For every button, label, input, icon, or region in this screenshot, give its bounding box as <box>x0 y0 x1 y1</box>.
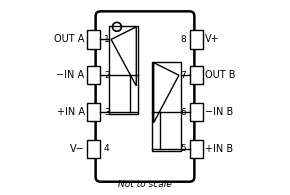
Text: OUT B: OUT B <box>205 70 236 80</box>
Text: 8: 8 <box>180 35 186 44</box>
Bar <box>87 66 100 84</box>
Text: 1: 1 <box>104 35 110 44</box>
Text: +IN A: +IN A <box>57 107 85 117</box>
Text: −IN B: −IN B <box>205 107 234 117</box>
Text: 7: 7 <box>180 71 186 80</box>
FancyBboxPatch shape <box>96 11 194 182</box>
Text: 2: 2 <box>104 71 110 80</box>
Text: OUT A: OUT A <box>54 34 85 44</box>
Bar <box>190 30 203 49</box>
Text: 6: 6 <box>180 107 186 117</box>
Text: 4: 4 <box>104 144 110 153</box>
Text: 5: 5 <box>180 144 186 153</box>
Text: V−: V− <box>70 144 85 154</box>
Bar <box>87 103 100 121</box>
Text: −IN A: −IN A <box>57 70 85 80</box>
Text: +IN B: +IN B <box>205 144 233 154</box>
Bar <box>190 140 203 158</box>
Text: V+: V+ <box>205 34 220 44</box>
Text: 3: 3 <box>104 107 110 117</box>
Bar <box>87 140 100 158</box>
Bar <box>190 66 203 84</box>
Bar <box>87 30 100 49</box>
Bar <box>109 26 138 114</box>
Bar <box>152 62 181 151</box>
Bar <box>190 103 203 121</box>
Text: Not to scale: Not to scale <box>118 180 172 190</box>
